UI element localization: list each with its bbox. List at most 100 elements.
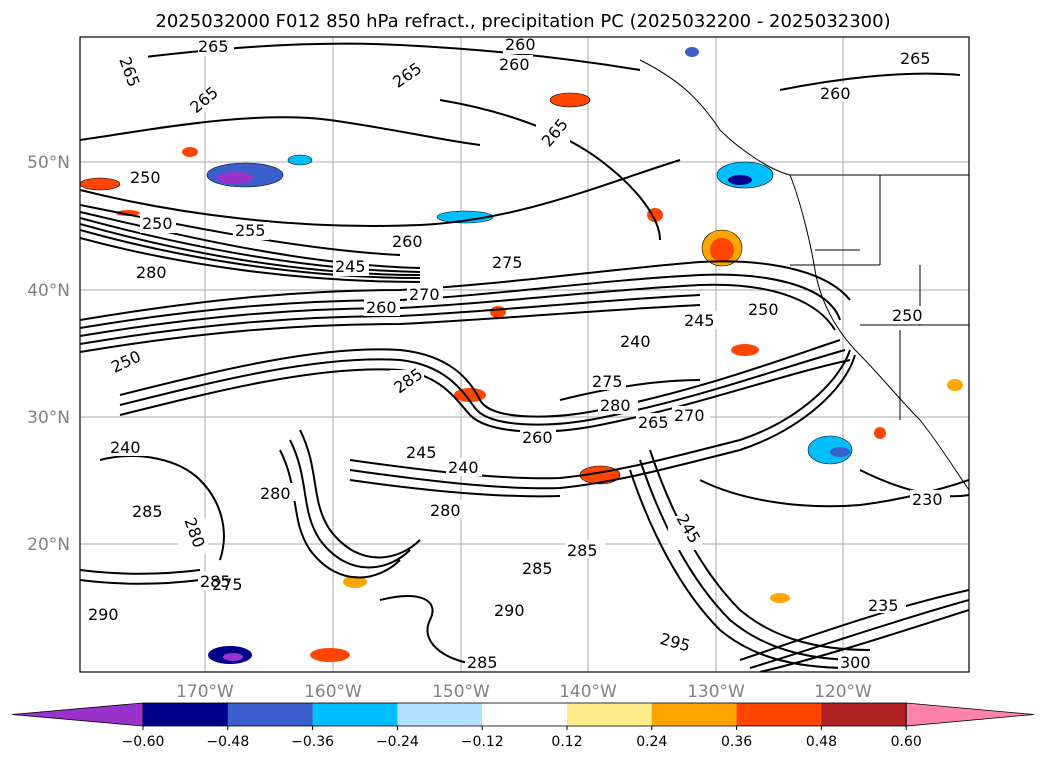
colorbar-segment (143, 703, 229, 726)
colorbar: −0.60 −0.48 −0.36 −0.24 −0.12 0.12 0.24 0.36 0.4… (11, 702, 1035, 750)
contour-label: 265 (198, 37, 229, 56)
contour-label: 275 (212, 575, 243, 594)
contour-label: 245 (684, 311, 715, 330)
lat-label: 40°N (27, 281, 70, 301)
lon-label: 160°W (304, 682, 362, 702)
colorbar-tick-label: −0.48 (206, 734, 249, 750)
neg-patch-core (217, 172, 253, 184)
contour-label: 275 (492, 253, 523, 272)
contour-label: 270 (409, 285, 440, 304)
colorbar-tick-label: 0.60 (891, 734, 922, 750)
pos-patch (182, 147, 198, 157)
colorbar-tick-label: 0.36 (721, 734, 752, 750)
contour-label: 260 (522, 428, 553, 447)
lat-label: 30°N (27, 408, 70, 428)
contour-labels: 265 260 265 265 260 265 265 260 265 250 … (86, 35, 950, 672)
map-panel: 265 260 265 265 260 265 265 260 265 250 … (79, 35, 970, 673)
contour-label: 290 (494, 601, 525, 620)
contour-label: 260 (505, 35, 536, 54)
pos-patch (770, 593, 790, 603)
contour-label: 250 (130, 168, 161, 187)
colorbar-segment (397, 703, 483, 726)
contour-label: 290 (88, 605, 119, 624)
colorbar-extension-max (905, 702, 1035, 727)
colorbar-tick-label: −0.60 (122, 734, 165, 750)
contour-label: 285 (132, 502, 163, 521)
colorbar-tick-label: −0.36 (291, 734, 334, 750)
contour-label: 245 (406, 443, 437, 462)
contour-label: 230 (912, 490, 943, 509)
contour-label: 240 (448, 458, 479, 477)
neg-patch (287, 154, 313, 166)
pos-patch (947, 379, 963, 391)
figure-title: 2025032000 F012 850 hPa refract., precip… (155, 11, 890, 32)
contour-label: 285 (200, 572, 231, 591)
contour-label: 300 (840, 653, 871, 672)
colorbar-frame (142, 702, 907, 727)
colorbar-segment (821, 703, 907, 726)
colorbar-tick-label: 0.48 (806, 734, 837, 750)
contour-label: 270 (674, 406, 705, 425)
colorbar-segment (312, 703, 398, 726)
colorbar-segment (567, 703, 653, 726)
colorbar-segment (227, 703, 314, 726)
contour-label: 280 (260, 484, 291, 503)
contour-label: 280 (600, 396, 631, 415)
pos-patch (490, 306, 506, 318)
contour-label: 265 (638, 413, 669, 432)
contour-label: 245 (335, 257, 366, 276)
contour-label: 285 (567, 541, 598, 560)
neg-patch (807, 435, 853, 465)
contour-label: 235 (868, 596, 899, 615)
precip-patches (80, 47, 963, 664)
neg-patch (436, 210, 494, 224)
colorbar-segment (651, 703, 738, 726)
latitude-labels: 50°N 40°N 30°N 20°N (27, 153, 70, 555)
colorbar-tick-label: 0.12 (551, 734, 582, 750)
contour-label: 285 (467, 653, 498, 672)
pos-patch (310, 648, 350, 662)
colorbar-segment (482, 703, 568, 726)
pos-patch (343, 576, 367, 588)
contour-label: 260 (820, 84, 851, 103)
contour-label: 285 (522, 559, 553, 578)
contour-label: 280 (430, 501, 461, 520)
contour-label: 250 (892, 306, 923, 325)
contour-label: 275 (592, 372, 623, 391)
lon-label: 140°W (559, 682, 617, 702)
contour-label: 240 (110, 438, 141, 457)
contour-label: 250 (748, 300, 779, 319)
contour-label: 280 (136, 263, 167, 282)
colorbar-segment (736, 703, 822, 726)
contour-label: 250 (142, 214, 173, 233)
pos-patch (710, 238, 734, 262)
neg-patch (685, 47, 699, 57)
lon-label: 130°W (687, 682, 745, 702)
colorbar-tick-label: −0.24 (376, 734, 419, 750)
neg-patch-core (728, 175, 752, 185)
pos-patch (80, 177, 121, 191)
pos-patch (874, 427, 886, 439)
longitude-labels: 170°W 160°W 150°W 140°W 130°W 120°W (176, 682, 872, 702)
lat-label: 50°N (27, 153, 70, 173)
neg-patch (830, 447, 850, 457)
pos-patch (731, 344, 759, 356)
contour-label: 260 (392, 232, 423, 251)
contour-label: 260 (499, 55, 530, 74)
contour-label: 255 (235, 221, 266, 240)
colorbar-tick-label: 0.24 (636, 734, 667, 750)
lon-label: 120°W (814, 682, 872, 702)
colorbar-extension-min (11, 702, 144, 727)
coastline (639, 59, 969, 491)
contour-label: 240 (620, 332, 651, 351)
lat-label: 20°N (27, 535, 70, 555)
colorbar-tick-label: −0.12 (461, 734, 504, 750)
map-frame (79, 36, 970, 673)
contour-label: 265 (900, 49, 931, 68)
refractivity-contours (80, 42, 969, 672)
neg-patch-core (223, 653, 243, 661)
contour-label: 260 (366, 298, 397, 317)
lon-label: 150°W (432, 682, 490, 702)
lon-label: 170°W (176, 682, 234, 702)
